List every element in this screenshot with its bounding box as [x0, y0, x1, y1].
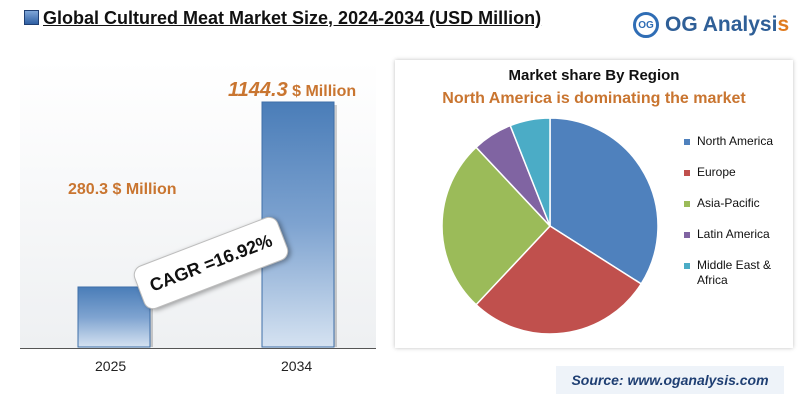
legend-label-latin-america: Latin America [697, 227, 770, 241]
x-tick-2025: 2025 [95, 358, 127, 374]
og-logo-icon: OG [633, 12, 659, 38]
bar-chart-panel [20, 60, 376, 349]
bar-label-2034: 1144.3 $ Million [228, 79, 356, 102]
bar-value-2034: 1144.3 [228, 79, 288, 101]
source-note: Source: www.oganalysis.com [556, 366, 784, 394]
legend-swatch-middle-east-africa [684, 263, 690, 269]
title-bullet-icon [24, 10, 39, 25]
logo-wordmark: OG Analysis [665, 13, 789, 37]
logo-name-accent: s [777, 13, 790, 36]
legend-label-north-america: North America [697, 134, 774, 148]
legend-swatch-north-america [684, 139, 690, 145]
legend-label-europe: Europe [697, 165, 736, 179]
logo-name-main: OG Analysi [665, 13, 778, 36]
bar-value-2025: 280.3 [68, 181, 109, 198]
page-title: Global Cultured Meat Market Size, 2024-2… [43, 8, 542, 28]
pie-subtitle: North America is dominating the market [442, 90, 746, 107]
bar-label-2025: 280.3 $ Million [68, 181, 177, 199]
og-analysis-logo: OG OG Analysis [633, 8, 789, 42]
title-block: Global Cultured Meat Market Size, 2024-2… [24, 6, 544, 30]
legend-item-europe: Europe [684, 165, 797, 196]
pie-legend: North America Europe Asia-Pacific Latin Ame… [684, 134, 797, 289]
legend-swatch-europe [684, 170, 690, 176]
x-tick-2034: 2034 [281, 358, 313, 374]
legend-item-middle-east-africa: Middle East & Africa [684, 258, 797, 289]
legend-item-latin-america: Latin America [684, 227, 797, 258]
bar-unit-2034: $ Million [287, 83, 357, 100]
legend-swatch-asia-pacific [684, 201, 690, 207]
pie-title: Market share By Region [508, 67, 680, 84]
legend-swatch-latin-america [684, 232, 690, 238]
legend-item-north-america: North America [684, 134, 797, 165]
bar-unit-2025: $ Million [108, 181, 177, 198]
legend-label-asia-pacific: Asia-Pacific [697, 196, 760, 210]
legend-label-middle-east-africa: Middle East & Africa [697, 258, 772, 287]
legend-item-asia-pacific: Asia-Pacific [684, 196, 797, 227]
